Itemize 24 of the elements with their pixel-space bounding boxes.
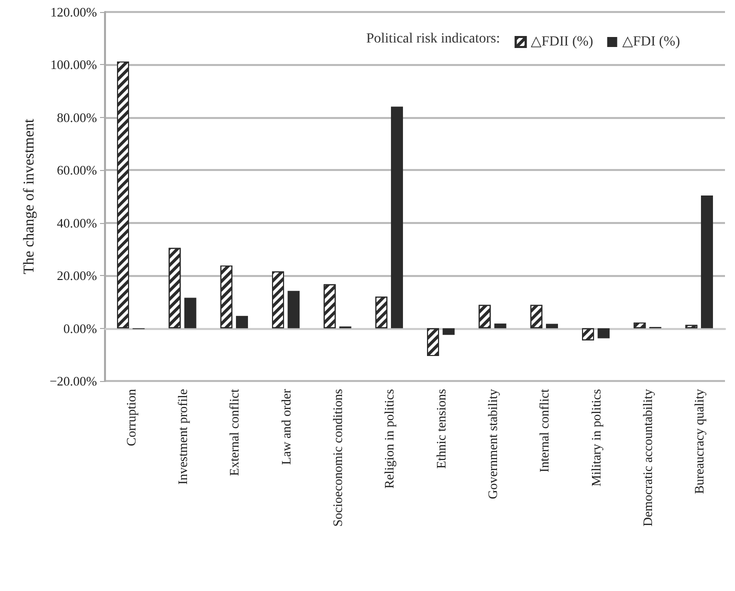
- x-tick-label: Bureaucracy quality: [692, 388, 707, 494]
- y-tick-label: 100.00%: [50, 57, 98, 72]
- x-tick-label: Corruption: [123, 388, 138, 446]
- y-tick-label: 0.00%: [63, 320, 98, 336]
- x-tick-label: Investment profile: [175, 388, 190, 485]
- x-tick-label: Military in politics: [588, 389, 604, 486]
- y-tick-label: 80.00%: [56, 110, 98, 125]
- y-tick-label: 120.00%: [50, 4, 98, 20]
- x-tick-label: Internal conflict: [536, 388, 552, 472]
- legend-title: Political risk indicators:: [366, 32, 500, 46]
- y-tick-label: 60.00%: [56, 162, 98, 178]
- x-tick-label: Socioeconomic conditions: [330, 389, 345, 527]
- x-tick-label: Government stability: [485, 388, 500, 500]
- y-tick-label: 40.00%: [56, 215, 98, 230]
- x-tick-label: External conflict: [226, 388, 242, 476]
- x-tick-label: Ethnic tensions: [433, 389, 448, 469]
- legend-label: △FDI (%): [622, 34, 680, 50]
- y-tick-label: 20.00%: [56, 268, 98, 284]
- legend-label: △FDII (%): [530, 34, 594, 50]
- y-tick-label: −20.00%: [50, 374, 98, 388]
- x-tick-label: Democratic accountability: [640, 388, 655, 527]
- x-tick-label: Law and order: [278, 388, 294, 465]
- y-axis-title: The change of investment: [22, 118, 38, 274]
- x-tick-label: Religion in politics: [382, 389, 397, 489]
